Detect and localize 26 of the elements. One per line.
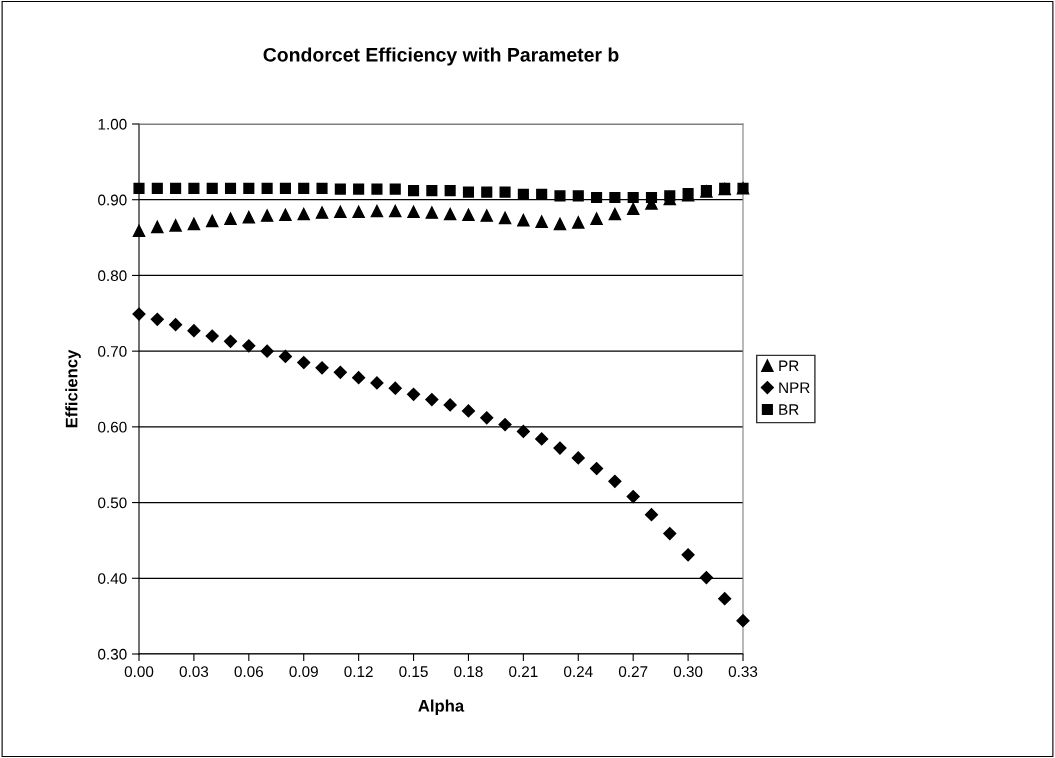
y-tick-label: 0.30 [98, 648, 127, 660]
legend-label: PR [779, 360, 799, 372]
x-tick-label: 0.21 [509, 666, 538, 678]
x-tick-label: 0.00 [124, 666, 154, 678]
y-tick-label: 0.80 [98, 270, 127, 282]
x-tick-label: 0.18 [454, 666, 483, 678]
y-tick-label: 1.00 [98, 118, 127, 130]
x-tick-label: 0.30 [673, 666, 703, 678]
y-tick-label: 0.70 [98, 346, 127, 357]
x-tick-label: 0.06 [234, 666, 264, 678]
y-axis-title: Efficiency [65, 349, 81, 428]
x-axis-title: Alpha [418, 699, 465, 716]
x-tick-label: 0.27 [618, 666, 648, 678]
legend-label: NPR [779, 382, 810, 393]
x-tick-label: 0.03 [179, 666, 209, 678]
x-tick-label: 0.15 [399, 666, 428, 678]
y-tick-label: 0.60 [98, 421, 127, 433]
legend-label: BR [779, 404, 799, 415]
x-tick-label: 0.24 [564, 666, 593, 678]
x-tick-label: 0.33 [728, 666, 758, 678]
x-tick-label: 0.12 [344, 666, 373, 678]
y-tick-label: 0.50 [98, 497, 127, 509]
chart-title: Condorcet Efficiency with Parameter b [263, 47, 619, 66]
x-tick-label: 0.09 [289, 666, 318, 678]
y-tick-label: 0.40 [98, 573, 127, 584]
y-tick-label: 0.90 [98, 194, 127, 206]
